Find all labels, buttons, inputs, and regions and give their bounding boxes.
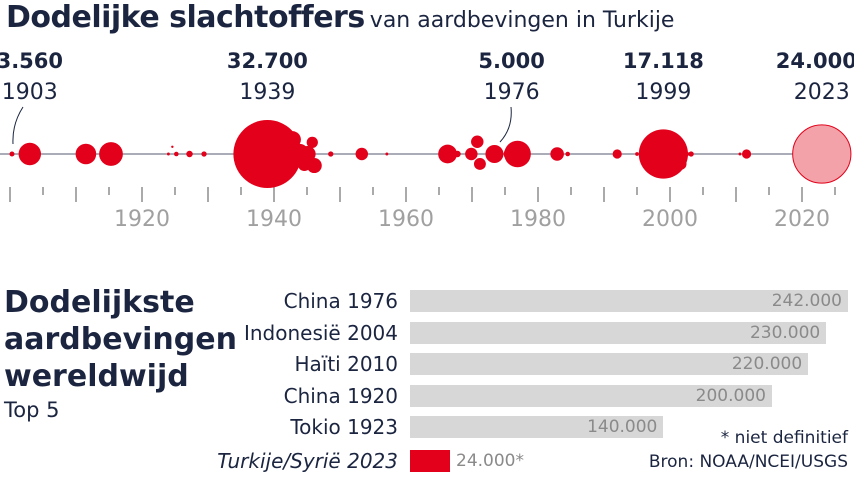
event-bubble xyxy=(306,136,318,148)
callout-deaths: 5.000 xyxy=(478,49,544,73)
highlight-value: 24.000* xyxy=(456,450,524,471)
chart-title-rest: van aardbevingen in Turkije xyxy=(369,8,675,33)
bar-label: Indonesië 2004 xyxy=(243,320,398,345)
event-bubble xyxy=(306,158,322,174)
x-tick-label: 2020 xyxy=(774,207,830,232)
event-bubble xyxy=(9,151,15,157)
bar-value: 200.000 xyxy=(695,385,766,406)
footnote: * niet definitief xyxy=(720,428,848,448)
event-bubble xyxy=(485,144,504,164)
event-bubble xyxy=(174,151,179,157)
bar xyxy=(410,353,809,375)
x-tick-label: 1960 xyxy=(378,207,434,232)
event-bubble xyxy=(638,129,688,179)
bar-value: 242.000 xyxy=(771,291,842,311)
event-bubble xyxy=(99,142,123,166)
event-bubble xyxy=(233,120,302,188)
callout-leader-1903 xyxy=(12,106,24,145)
event-bubble xyxy=(565,151,571,157)
callout-deaths: 17.118 xyxy=(623,49,704,73)
x-tick-label: 1920 xyxy=(114,207,170,232)
callout-year: 1976 xyxy=(484,80,540,105)
bar xyxy=(410,321,827,344)
event-bubble xyxy=(201,151,207,157)
bar-label: Haïti 2010 xyxy=(294,352,398,376)
event-bubble xyxy=(635,152,639,156)
event-bubble xyxy=(299,146,316,162)
callout-deaths: 32.700 xyxy=(227,49,308,73)
timeline-bubble-chart: 1920 1940 1960 1980 2000 2020 3.560 1903 32.700 1… xyxy=(0,49,854,232)
callout-year: 1903 xyxy=(2,80,58,105)
bar-value: 220.000 xyxy=(731,354,803,374)
bar-label: Tokio 1923 xyxy=(290,415,398,439)
event-bubble xyxy=(355,147,369,161)
event-bubble xyxy=(738,152,742,156)
event-bubble xyxy=(454,150,461,158)
callout-deaths: 3.560 xyxy=(0,49,63,73)
provisional-bubble xyxy=(792,124,852,184)
event-bubble xyxy=(28,148,40,160)
callout-year: 1999 xyxy=(635,80,691,105)
event-bubble xyxy=(674,158,687,170)
event-bubble xyxy=(465,147,478,161)
bar-label: China 1920 xyxy=(283,383,398,408)
event-bubble xyxy=(688,151,694,157)
event-bubble xyxy=(385,152,389,156)
event-bubble xyxy=(75,143,97,165)
top5-title: Dodelijkste aardbevingen wereldwijd xyxy=(4,285,237,394)
callout-deaths: 24.000* xyxy=(776,49,854,73)
event-bubble xyxy=(186,150,193,158)
bar xyxy=(410,416,664,438)
highlight-bar xyxy=(410,449,450,472)
bar xyxy=(410,384,772,407)
event-bubble xyxy=(284,131,301,149)
event-bubble xyxy=(550,147,564,161)
bar xyxy=(410,290,848,312)
x-tick-label: 2000 xyxy=(642,207,698,232)
event-bubble xyxy=(471,135,484,148)
event-bubble xyxy=(171,145,174,148)
event-bubble xyxy=(438,144,457,164)
callout-year: 2023 xyxy=(794,80,850,105)
callout-year: 1939 xyxy=(239,80,295,105)
event-bubble xyxy=(685,151,690,157)
bar-value: 140.000 xyxy=(587,417,658,437)
event-bubble xyxy=(473,158,486,170)
bar-value: 230.000 xyxy=(749,322,821,343)
x-tick-label: 1980 xyxy=(510,207,566,232)
event-bubble xyxy=(281,151,287,157)
x-tick-label: 1940 xyxy=(246,207,302,232)
callout-leader-1976 xyxy=(499,106,512,143)
event-bubble xyxy=(166,152,170,156)
event-bubble xyxy=(504,140,531,168)
event-bubble xyxy=(741,149,752,159)
chart-title: Dodelijke slachtoffers van aardbevingen … xyxy=(6,0,674,35)
event-bubble xyxy=(670,143,675,148)
bar-label: China 1976 xyxy=(283,289,398,313)
event-bubble xyxy=(612,149,622,159)
chart-title-bold: Dodelijke slachtoffers xyxy=(6,0,365,35)
event-bubble xyxy=(675,151,681,157)
source: Bron: NOAA/NCEI/USGS xyxy=(648,452,848,472)
top5-subtitle: Top 5 xyxy=(4,398,60,422)
event-bubble xyxy=(328,151,334,157)
highlight-label: Turkije/Syrië 2023 xyxy=(217,448,398,473)
